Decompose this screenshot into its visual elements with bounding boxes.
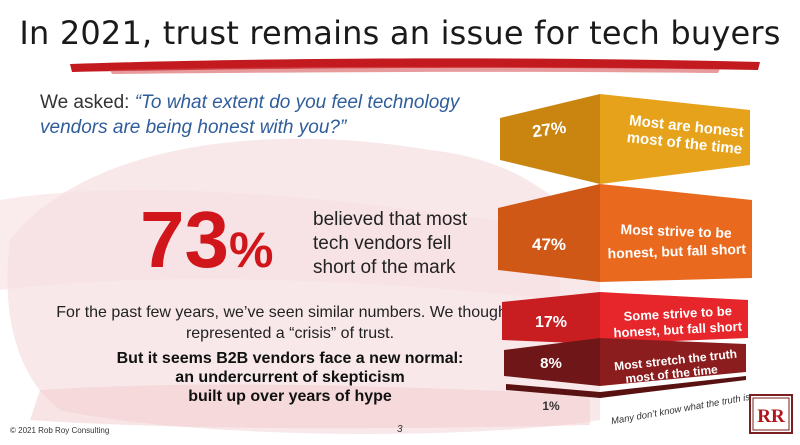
headline-symbol: % bbox=[228, 222, 274, 278]
level-3-value: 17% bbox=[535, 314, 567, 331]
copyright-footer: © 2021 Rob Roy Consulting bbox=[10, 426, 110, 435]
page-number: 3 bbox=[397, 424, 403, 435]
level-2-label-1: Most strive to be bbox=[620, 221, 732, 241]
pyramid-level-2: 47% Most strive to be honest, but fall s… bbox=[498, 184, 752, 282]
rob-roy-logo: RR bbox=[749, 394, 793, 434]
question-lead: We asked: bbox=[40, 92, 135, 113]
level-3-label-2: honest, but fall short bbox=[613, 319, 743, 341]
conclusion-line-1: But it seems B2B vendors face a new norm… bbox=[116, 350, 464, 367]
survey-question: We asked: “To what extent do you feel te… bbox=[40, 90, 510, 140]
headline-percentage: 73% bbox=[140, 200, 273, 290]
level-5-label: Many don’t know what the truth is bbox=[610, 392, 751, 427]
pyramid-level-1: 27% Most are honest most of the time bbox=[500, 94, 750, 184]
slide-title: In 2021, trust remains an issue for tech… bbox=[19, 14, 781, 52]
question-text: “To what extent do you feel technology v… bbox=[40, 92, 460, 138]
headline-value: 73 bbox=[140, 195, 229, 284]
level-1-value: 27% bbox=[531, 118, 567, 142]
context-paragraph: For the past few years, we’ve seen simil… bbox=[56, 304, 524, 342]
level-2-label-2: honest, but fall short bbox=[607, 241, 746, 262]
conclusion-line-3: built up over years of hype bbox=[188, 388, 392, 405]
headline-text: believed that most tech vendors fell sho… bbox=[313, 209, 468, 278]
logo-text: RR bbox=[757, 406, 785, 427]
conclusion-paragraph: But it seems B2B vendors face a new norm… bbox=[40, 349, 540, 406]
level-5-value: 1% bbox=[542, 399, 560, 413]
pyramid-level-4: 8% Most stretch the truth most of the ti… bbox=[504, 338, 746, 386]
level-3-label-1: Some strive to be bbox=[623, 303, 732, 324]
title-underline-brush bbox=[70, 58, 760, 74]
level-4-value: 8% bbox=[540, 355, 562, 372]
conclusion-line-2: an undercurrent of skepticism bbox=[175, 369, 405, 386]
level-2-value: 47% bbox=[532, 235, 566, 254]
pyramid-level-3: 17% Some strive to be honest, but fall s… bbox=[502, 292, 748, 344]
